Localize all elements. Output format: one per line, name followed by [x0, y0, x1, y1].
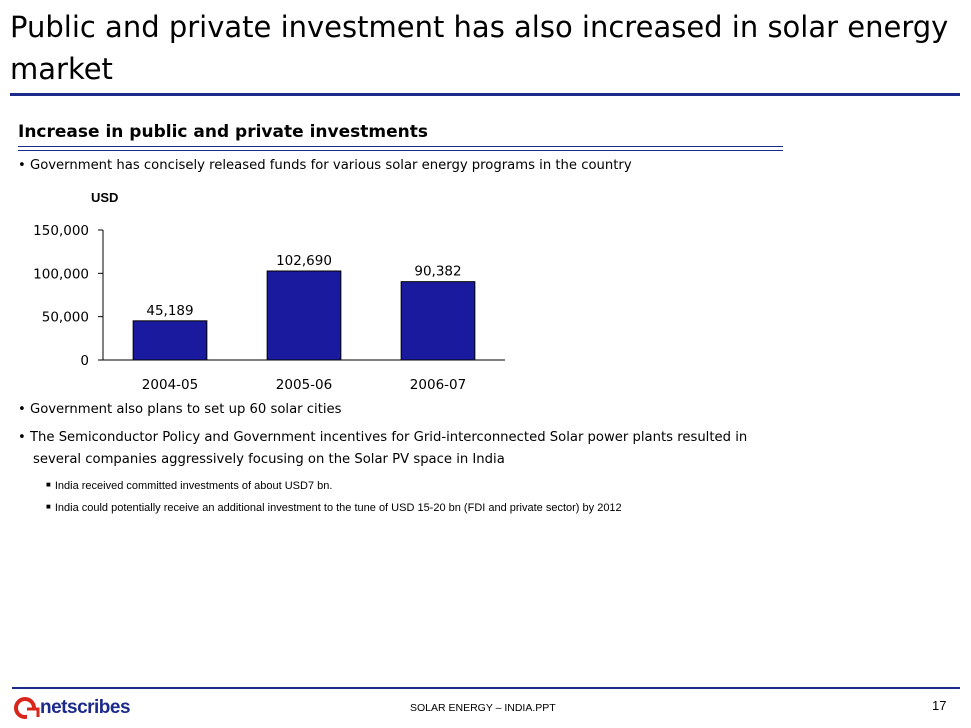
- bar: [400, 281, 476, 361]
- section-divider-bottom: [18, 150, 783, 151]
- data-label: 90,382: [414, 264, 461, 280]
- investment-bar-chart: 0 50,000 100,000 150,000 45,189 2004-05 102,69…: [33, 223, 505, 393]
- y-tick-label: 50,000: [42, 310, 89, 326]
- netscribes-logo-text: netscribes: [40, 697, 131, 718]
- sub-bullet-text: India could potentially receive an addit…: [54, 502, 622, 514]
- data-label: 45,189: [146, 303, 193, 319]
- bullet-semiconductor-policy: • The Semiconductor Policy and Governmen…: [18, 430, 748, 445]
- y-tick-label: 0: [80, 353, 89, 369]
- netscribes-logo-icon: [14, 697, 40, 719]
- footer-divider: [12, 687, 960, 689]
- y-tick-label: 150,000: [33, 223, 89, 239]
- y-tick-label: 100,000: [33, 266, 89, 282]
- bullet-intro: • Government has concisely released fund…: [18, 158, 632, 173]
- section-divider-top: [18, 146, 783, 147]
- sub-bullet-committed-investments: ■ India received committed investments of…: [46, 477, 332, 494]
- data-label: 102,690: [276, 253, 332, 269]
- sub-bullet-marker: ■: [46, 480, 51, 489]
- page-number: 17: [932, 698, 947, 713]
- netscribes-logo: netscribes: [14, 694, 131, 722]
- sub-bullet-potential-investment: ■ India could potentially receive an addi…: [46, 499, 622, 516]
- footer-document-name: SOLAR ENERGY – INDIA.PPT: [410, 702, 556, 714]
- section-heading: Increase in public and private investmen…: [18, 122, 428, 142]
- x-tick-label: 2005-06: [276, 377, 332, 393]
- sub-bullet-marker: ■: [46, 502, 51, 511]
- bullet-solar-cities: • Government also plans to set up 60 sol…: [18, 402, 342, 417]
- title-divider: [10, 93, 960, 96]
- chart-unit-label: USD: [91, 190, 119, 205]
- bar: [266, 270, 342, 361]
- x-tick-label: 2004-05: [142, 377, 198, 393]
- sub-bullet-text: India received committed investments of …: [54, 480, 333, 492]
- bullet-semiconductor-policy-continued: several companies aggressively focusing …: [33, 452, 505, 467]
- slide-title: Public and private investment has also i…: [10, 10, 949, 86]
- x-tick-label: 2006-07: [410, 377, 466, 393]
- bar: [132, 320, 208, 361]
